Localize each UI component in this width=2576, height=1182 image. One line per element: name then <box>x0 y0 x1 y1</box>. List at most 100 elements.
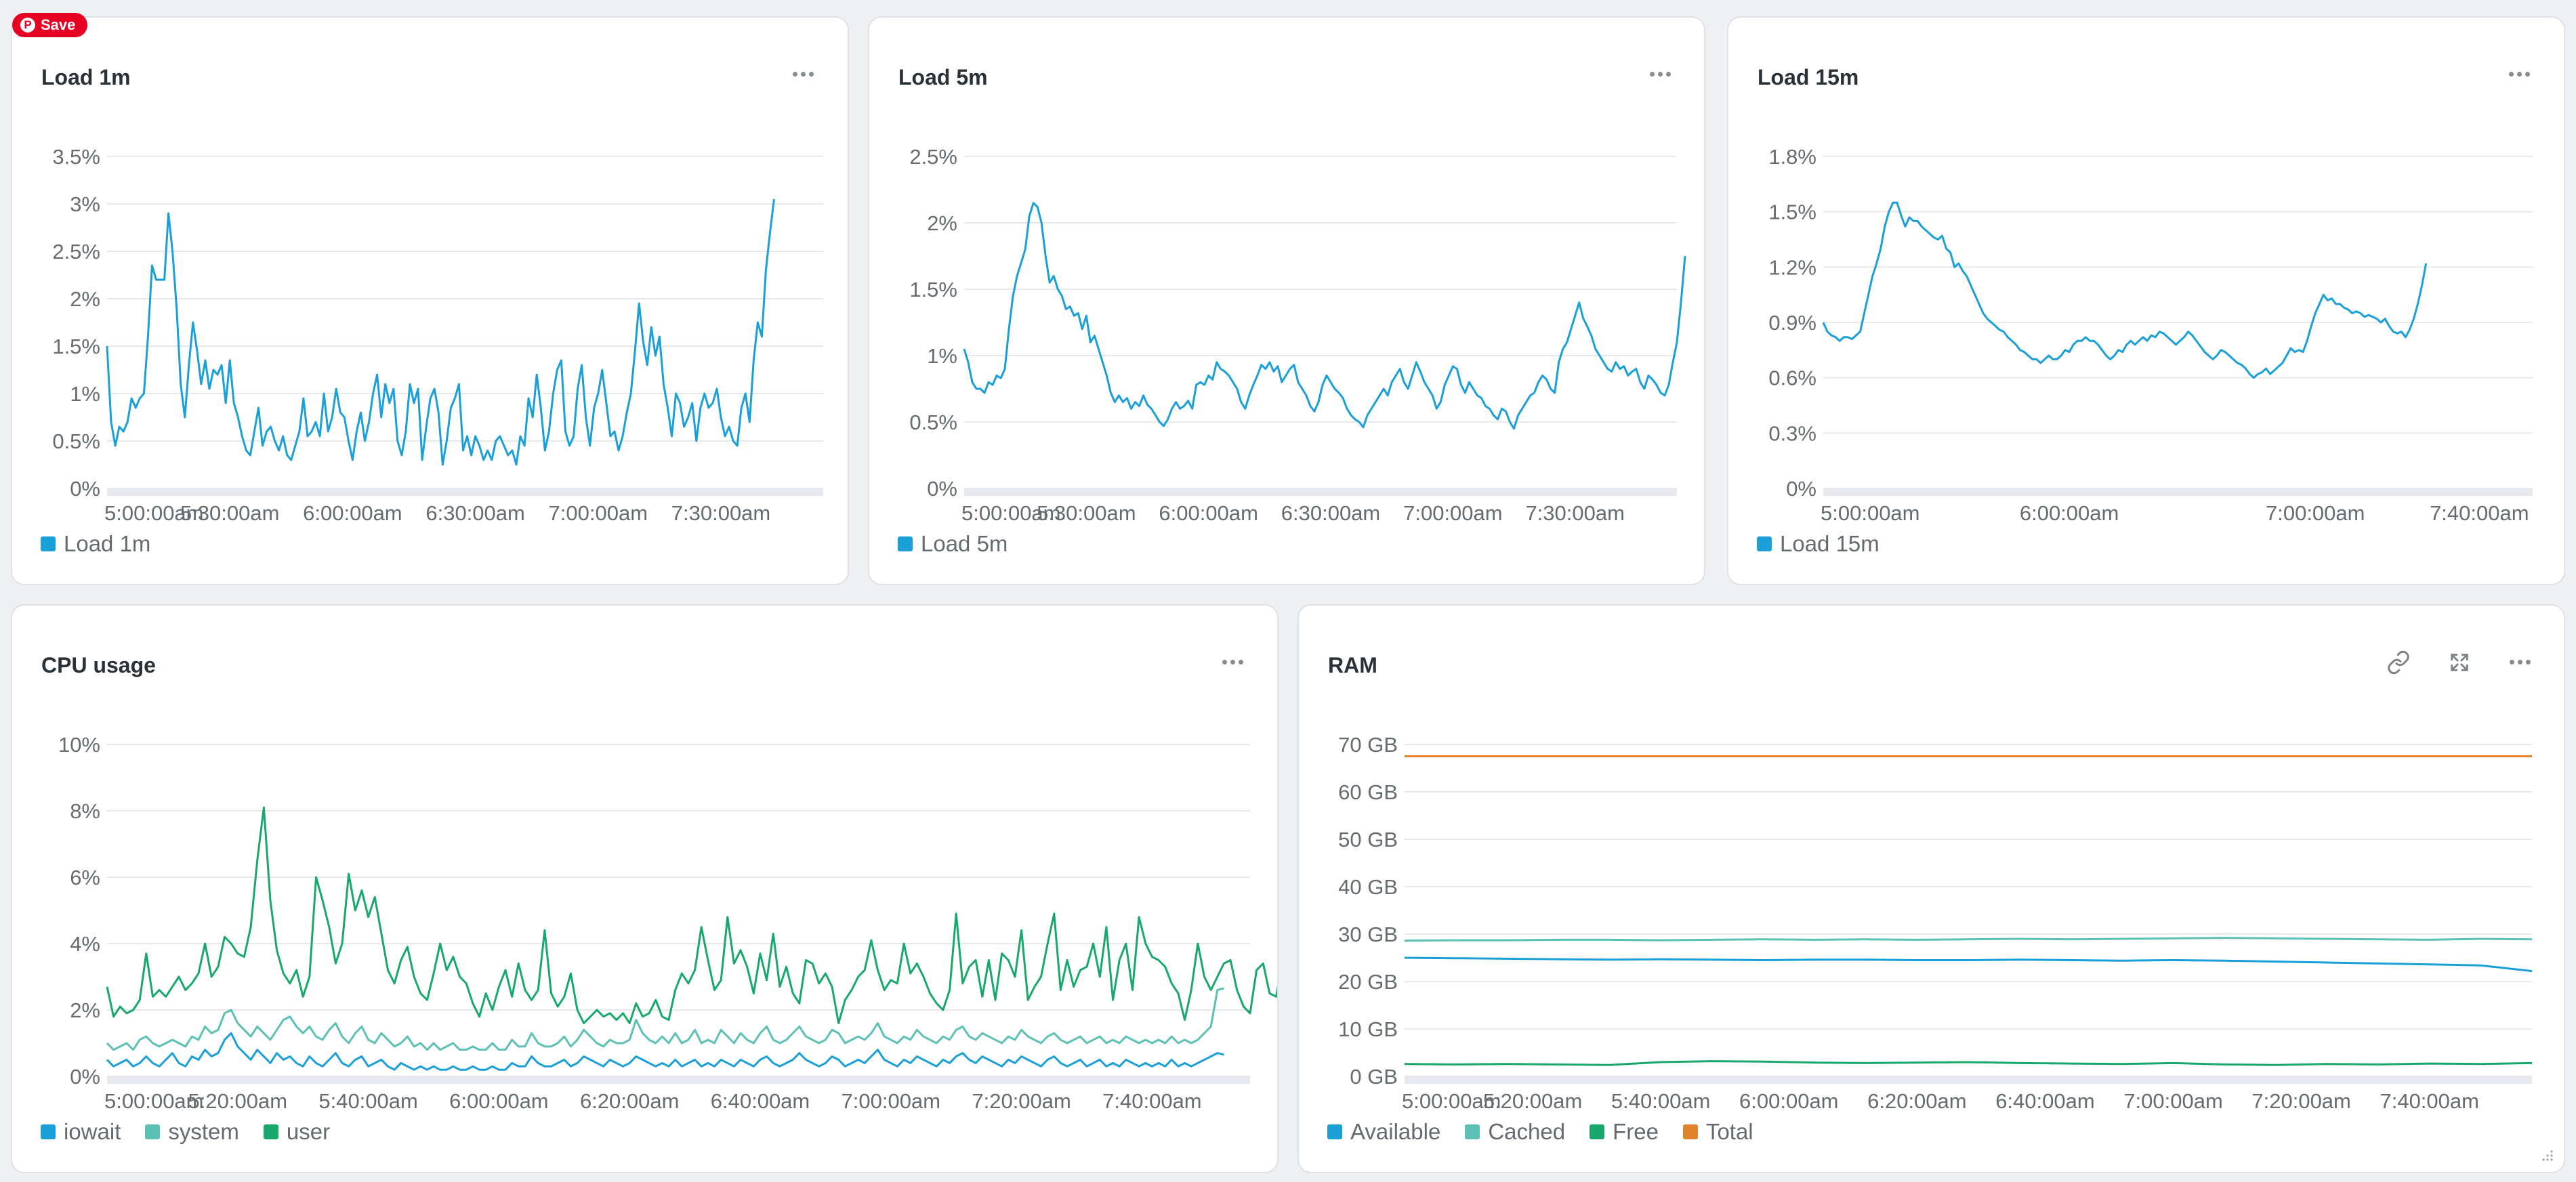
link-icon <box>2388 650 2409 675</box>
legend-item[interactable]: Free <box>1590 1119 1659 1145</box>
more-horizontal-icon <box>1650 72 1671 77</box>
load-15m-chart: 0% 0.3% 0.6% 0.9% 1.2% 1.5% 1.8% 5:00:00am 6:00:… <box>1768 145 2533 525</box>
y-tick-label: 10% <box>58 733 100 757</box>
legend-item[interactable]: Load 1m <box>41 531 150 557</box>
resize-handle-icon[interactable] <box>2539 1147 2554 1162</box>
y-tick-label: 1.5% <box>52 335 100 358</box>
panel-menu-button[interactable] <box>1640 56 1681 93</box>
panel-menu-button[interactable] <box>1213 643 1253 681</box>
legend-item[interactable]: Cached <box>1465 1119 1565 1145</box>
panel-menu-button[interactable] <box>783 56 824 93</box>
y-tick-label: 50 GB <box>1338 828 1398 851</box>
y-tick-label: 0% <box>927 477 957 501</box>
x-tick-label: 5:00:00am <box>961 501 1061 525</box>
y-tick-label: 1.5% <box>909 278 957 301</box>
x-tick-label: 5:20:00am <box>188 1089 288 1113</box>
legend-label: system <box>168 1119 239 1144</box>
x-tick-label: 6:00:00am <box>1739 1089 1839 1113</box>
x-axis-baseline <box>107 1076 1250 1084</box>
chart-legend: Load 1m <box>41 531 150 557</box>
legend-label: iowait <box>64 1119 121 1144</box>
more-horizontal-icon <box>1222 660 1244 665</box>
panel-menu-button[interactable] <box>2500 643 2541 681</box>
x-axis-baseline <box>1405 1076 2532 1084</box>
panel-cpu-usage: CPU usage 0% 2% 4% 6% 8% 10% 5:00:00am 5:20:00a… <box>11 604 1279 1173</box>
expand-icon <box>2451 654 2468 671</box>
y-tick-label: 0% <box>70 477 100 501</box>
y-tick-label: 2% <box>70 287 100 311</box>
x-tick-label: 7:00:00am <box>2266 501 2365 525</box>
y-tick-label: 2.5% <box>52 240 100 263</box>
legend-label: Load 1m <box>64 531 151 556</box>
x-axis-baseline <box>964 488 1677 496</box>
panel-ram: RAM 0 GB 10 GB 20 GB 30 GB 40 GB 50 GB 60 GB 70… <box>1297 604 2565 1173</box>
legend-label: Cached <box>1488 1119 1566 1144</box>
legend-swatch <box>1327 1124 1342 1139</box>
series-line-load-15m <box>1822 201 2428 379</box>
pinterest-save-button[interactable]: P Save <box>12 13 88 37</box>
x-tick-label: 7:00:00am <box>842 1089 941 1113</box>
x-axis-baseline <box>107 488 823 496</box>
link-button[interactable] <box>2378 643 2419 681</box>
y-tick-label: 1% <box>927 344 957 368</box>
y-tick-label: 70 GB <box>1338 733 1398 757</box>
x-tick-label: 7:30:00am <box>671 501 771 525</box>
panel-load-1m: Load 1m 0% 0.5% 1% 1.5% 2% 2.5% 3% 3.5% 5:00:00a… <box>11 16 849 585</box>
y-tick-label: 1.5% <box>1768 200 1816 224</box>
y-tick-label: 1.8% <box>1768 145 1816 169</box>
y-tick-label: 0.6% <box>1768 366 1816 390</box>
x-tick-label: 6:00:00am <box>1159 501 1258 525</box>
x-axis-baseline <box>1823 488 2533 496</box>
legend-label: Available <box>1350 1119 1441 1144</box>
chart-legend: Load 15m <box>1757 531 1879 557</box>
legend-item[interactable]: system <box>145 1119 239 1145</box>
y-tick-label: 0% <box>1786 477 1816 501</box>
legend-item[interactable]: iowait <box>41 1119 121 1145</box>
y-tick-label: 3% <box>70 192 100 216</box>
x-tick-label: 5:00:00am <box>104 501 204 525</box>
y-tick-label: 6% <box>70 866 100 889</box>
legend-item[interactable]: user <box>263 1119 330 1145</box>
legend-item[interactable]: Load 5m <box>898 531 1007 557</box>
x-tick-label: 5:00:00am <box>1402 1089 1501 1113</box>
expand-button[interactable] <box>2439 643 2480 681</box>
x-tick-label: 6:40:00am <box>1995 1089 2095 1113</box>
legend-item[interactable]: Total <box>1682 1119 1753 1145</box>
legend-label: Load 15m <box>1780 531 1879 556</box>
y-tick-label: 1% <box>70 382 100 406</box>
x-tick-label: 7:00:00am <box>549 501 648 525</box>
more-horizontal-icon <box>793 72 814 77</box>
legend-swatch <box>41 1124 56 1139</box>
legend-label: Free <box>1613 1119 1659 1144</box>
y-tick-label: 2% <box>70 998 100 1022</box>
panel-menu-button[interactable] <box>2499 56 2540 93</box>
x-tick-label: 7:20:00am <box>2251 1089 2351 1113</box>
y-tick-label: 0.5% <box>909 410 957 434</box>
y-tick-label: 0 GB <box>1350 1065 1398 1089</box>
x-tick-label: 7:40:00am <box>1102 1089 1202 1113</box>
legend-label: Total <box>1705 1119 1753 1144</box>
y-tick-label: 8% <box>70 799 100 823</box>
panel-title: CPU usage <box>41 653 156 677</box>
x-tick-label: 7:00:00am <box>1403 501 1503 525</box>
y-tick-label: 2.5% <box>909 145 957 169</box>
x-tick-label: 5:40:00am <box>1611 1089 1711 1113</box>
x-tick-label: 5:00:00am <box>1821 501 1920 525</box>
y-tick-label: 0.9% <box>1768 311 1816 335</box>
x-tick-label: 5:30:00am <box>1037 501 1136 525</box>
legend-label: Load 5m <box>921 531 1008 556</box>
x-tick-label: 7:00:00am <box>2123 1089 2223 1113</box>
panel-title: Load 15m <box>1758 65 1859 89</box>
chart-legend: Load 5m <box>898 531 1007 557</box>
x-tick-label: 6:30:00am <box>1281 501 1381 525</box>
x-tick-label: 6:00:00am <box>2020 501 2119 525</box>
series-line-user <box>106 806 1277 1025</box>
legend-item[interactable]: Available <box>1327 1119 1440 1145</box>
y-tick-label: 10 GB <box>1338 1017 1398 1041</box>
y-tick-label: 20 GB <box>1338 970 1398 994</box>
legend-item[interactable]: Load 15m <box>1757 531 1879 557</box>
y-tick-label: 0.5% <box>52 429 100 453</box>
y-tick-label: 4% <box>70 932 100 956</box>
y-tick-label: 40 GB <box>1338 875 1398 899</box>
x-tick-label: 5:40:00am <box>318 1089 418 1113</box>
